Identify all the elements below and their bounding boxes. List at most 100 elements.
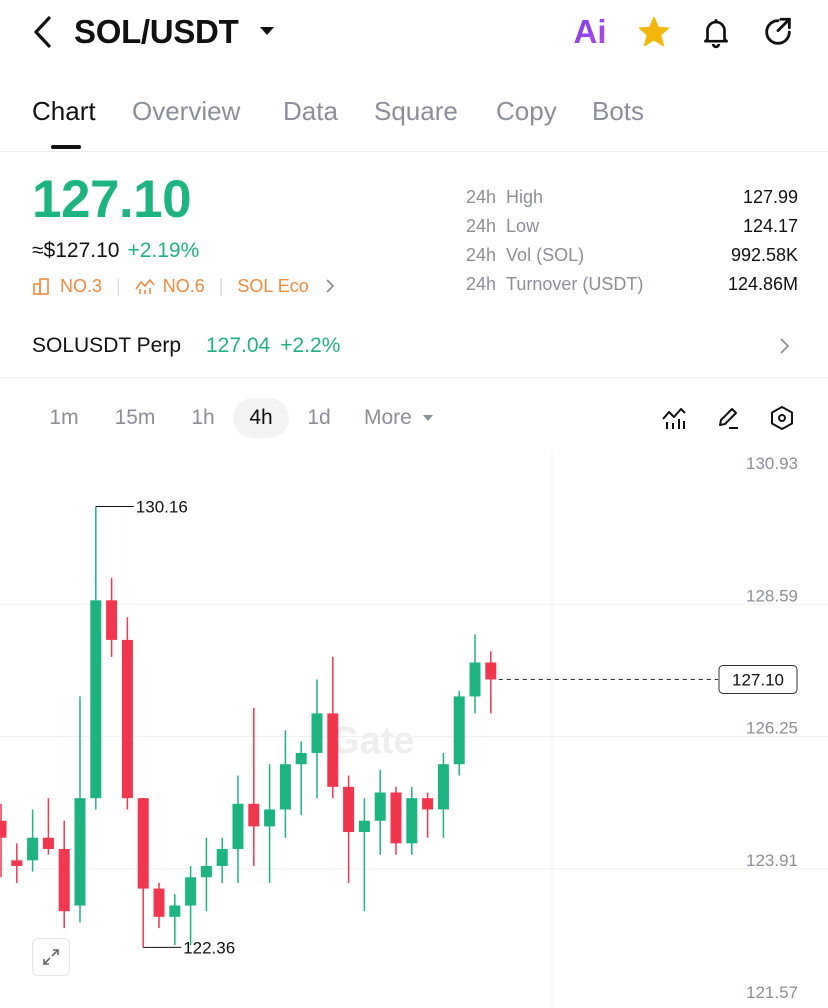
rank-separator: |: [116, 275, 121, 296]
y-axis-tick-label: 126.25: [746, 719, 798, 738]
interval-bar: 1m 15m 1h 4h 1d More: [0, 392, 828, 444]
bell-icon[interactable]: [694, 10, 738, 54]
candlestick-chart[interactable]: 130.93 128.59 126.25 123.91 121.57 130.16 122.…: [0, 452, 828, 1008]
candle-body: [121, 639, 133, 799]
ai-assistant-icon[interactable]: Ai: [573, 13, 607, 50]
volume-rank-icon: [135, 277, 155, 295]
candle-body: [437, 764, 449, 810]
indicators-icon[interactable]: [656, 400, 692, 436]
stat-period: 24h: [466, 187, 497, 207]
stat-row-vol: 24h Vol (SOL) 992.58K: [466, 241, 798, 270]
tab-chart[interactable]: Chart: [32, 96, 96, 126]
last-price: 127.10: [32, 170, 192, 229]
candle-body: [200, 865, 212, 878]
pair-dropdown-caret-icon[interactable]: [256, 20, 278, 42]
chart-settings-icon[interactable]: [764, 400, 800, 436]
app-header: SOL/USDT Ai: [0, 0, 828, 64]
candle-body: [469, 662, 481, 697]
favorite-star-icon[interactable]: [632, 10, 676, 54]
max-price-label: 130.16: [136, 498, 188, 517]
candle-body: [90, 600, 102, 799]
tab-overview[interactable]: Overview: [132, 96, 241, 126]
interval-1d[interactable]: 1d: [307, 406, 331, 429]
price-change-percent: +2.19%: [127, 239, 200, 262]
stat-period: 24h: [466, 216, 497, 236]
24h-stats: 24h High 127.99 24h Low 124.17 24h Vol (SOL…: [466, 183, 798, 299]
stat-label: Turnover (USDT): [506, 274, 644, 294]
perp-price: 127.04: [206, 334, 271, 357]
y-axis-tick-label: 128.59: [746, 586, 798, 605]
candle-body: [374, 792, 386, 821]
stat-label: High: [506, 187, 544, 207]
pair-title[interactable]: SOL/USDT: [74, 13, 239, 50]
candle-body: [137, 798, 149, 889]
section-divider: [0, 377, 828, 378]
expand-icon: [43, 949, 59, 965]
tab-data[interactable]: Data: [283, 96, 338, 126]
stat-value: 992.58K: [730, 245, 798, 265]
candle-body: [390, 792, 402, 844]
ecosystem-tag: SOL Eco: [237, 275, 309, 296]
candle-body: [11, 860, 23, 866]
interval-more-label: More: [364, 406, 412, 429]
perp-change: +2.2%: [280, 334, 341, 357]
candle-body: [42, 837, 54, 850]
perp-link-row[interactable]: SOLUSDT Perp 127.04 +2.2%: [0, 320, 828, 376]
candle-body: [153, 888, 165, 917]
market-cap-rank: NO.3: [60, 275, 103, 296]
stat-value: 124.86M: [727, 274, 798, 294]
stat-row-high: 24h High 127.99: [466, 183, 798, 212]
candle-body: [185, 877, 197, 906]
candle-body: [406, 798, 418, 844]
stat-period: 24h: [466, 274, 497, 294]
share-icon[interactable]: [756, 10, 800, 54]
drawing-pen-icon[interactable]: [710, 400, 746, 436]
candle-body: [279, 764, 291, 810]
interval-1m[interactable]: 1m: [49, 406, 79, 429]
fullscreen-expand-button[interactable]: [32, 938, 70, 976]
caret-down-icon: [422, 415, 433, 422]
volume-rank: NO.6: [162, 275, 205, 296]
chevron-right-icon: [778, 336, 798, 360]
chart-svg: 130.93 128.59 126.25 123.91 121.57 130.16 122.…: [0, 452, 828, 1008]
current-price-label: 127.10: [732, 670, 784, 689]
approx-usd-price: ≈$127.10: [32, 239, 120, 262]
current-price-box: [718, 664, 798, 694]
interval-more-dropdown[interactable]: More: [356, 398, 446, 438]
stat-value: 124.17: [742, 216, 798, 236]
market-cap-rank-icon: [32, 277, 52, 295]
candle-body: [58, 849, 70, 912]
candle-body: [327, 713, 339, 787]
interval-4h[interactable]: 4h: [233, 398, 289, 438]
gate-watermark: Gate: [330, 720, 415, 762]
min-price-label: 122.36: [183, 938, 235, 957]
candle-body: [343, 786, 355, 833]
candle-body: [106, 600, 118, 640]
candle-body: [311, 713, 323, 753]
stat-label: Vol (SOL): [506, 245, 585, 265]
candle-body: [422, 798, 434, 810]
candle-body: [358, 820, 370, 833]
active-tab-indicator: [51, 145, 81, 149]
back-button[interactable]: [24, 12, 60, 52]
stat-period: 24h: [466, 245, 497, 265]
rank-row[interactable]: NO.3 | NO.6 | SOL Eco: [32, 273, 335, 299]
tab-bots[interactable]: Bots: [592, 96, 645, 126]
stat-row-low: 24h Low 124.17: [466, 212, 798, 241]
candle-body: [0, 820, 7, 838]
y-axis-tick-label: 123.91: [746, 851, 798, 870]
back-arrow-icon: [34, 16, 51, 48]
candle-body: [485, 662, 497, 680]
rank-separator: |: [218, 275, 224, 296]
chevron-right-icon: [325, 278, 335, 294]
tab-copy[interactable]: Copy: [496, 96, 557, 126]
candle-body: [27, 837, 39, 861]
candle-body: [232, 803, 244, 850]
y-axis-tick-label: 121.57: [746, 983, 798, 1002]
stat-label: Low: [506, 216, 540, 236]
candle-body: [74, 798, 86, 906]
stat-value: 127.99: [742, 187, 798, 207]
tab-square[interactable]: Square: [374, 96, 458, 126]
interval-15m[interactable]: 15m: [114, 406, 156, 429]
interval-1h[interactable]: 1h: [191, 406, 215, 429]
